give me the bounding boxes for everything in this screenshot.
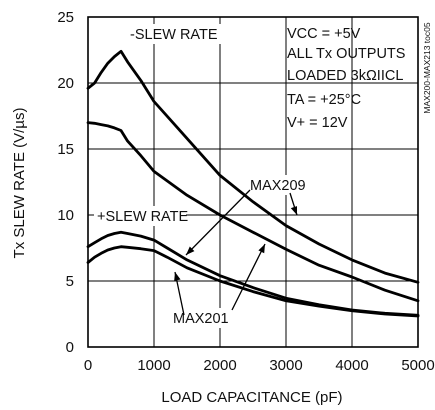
label-max201: MAX201 xyxy=(173,311,229,327)
label-pos-slew-rate: +SLEW RATE xyxy=(97,209,189,225)
y-tick-label: 10 xyxy=(57,207,74,224)
condition-outputs: ALL Tx OUTPUTS xyxy=(287,46,405,62)
series-line-pos-slew-max201 xyxy=(86,245,420,318)
condition-temp: TA = +25°C xyxy=(287,92,361,108)
annotation-arrows xyxy=(174,189,298,316)
y-tick-label: 0 xyxy=(66,339,74,356)
label-bg-pos-slew xyxy=(94,206,186,226)
x-tick-label: 2000 xyxy=(203,357,236,374)
label-bg-max201 xyxy=(170,308,236,328)
x-tick-label: 1000 xyxy=(137,357,170,374)
arrowhead-max209-upper xyxy=(290,206,297,215)
arrowhead-max201-lower xyxy=(174,272,181,281)
x-tick-label: 5000 xyxy=(401,357,434,374)
condition-vcc: VCC = +5V xyxy=(287,26,361,42)
y-tick-label: 5 xyxy=(66,273,74,290)
label-max209: MAX209 xyxy=(250,178,306,194)
side-note: MAX200-MAX213 toc05 xyxy=(422,22,432,113)
arrowhead-max201-upper xyxy=(258,244,265,254)
arrow-max201-to-upper xyxy=(231,243,266,311)
label-bg-max209 xyxy=(247,175,313,195)
label-bg-neg-slew xyxy=(126,24,226,44)
y-tick-label: 15 xyxy=(57,141,74,158)
x-axis-label: LOAD CAPACITANCE (pF) xyxy=(161,389,342,406)
arrow-max209-to-lower xyxy=(185,189,251,256)
label-neg-slew-rate: -SLEW RATE xyxy=(130,27,218,43)
series-line-pos-slew-max209 xyxy=(86,230,420,317)
y-tick-label: 25 xyxy=(57,9,74,26)
series-line-neg-slew-max201 xyxy=(86,121,420,303)
y-axis-label: Tx SLEW RATE (V/µs) xyxy=(11,108,28,259)
x-tick-label: 0 xyxy=(84,357,92,374)
plot-frame xyxy=(87,16,419,348)
condition-vplus: V+ = 12V xyxy=(287,115,348,131)
x-tick-label: 4000 xyxy=(335,357,368,374)
series-line-neg-slew-max209 xyxy=(86,49,420,284)
condition-load: LOADED 3kΩIICL xyxy=(287,68,403,84)
y-tick-label: 20 xyxy=(57,75,74,92)
tick-labels: 0 1000 2000 3000 4000 5000 0 5 10 15 20 25 xyxy=(57,9,434,374)
x-tick-label: 3000 xyxy=(269,357,302,374)
arrowhead-max209-lower xyxy=(186,246,195,255)
series-lines xyxy=(86,49,420,318)
